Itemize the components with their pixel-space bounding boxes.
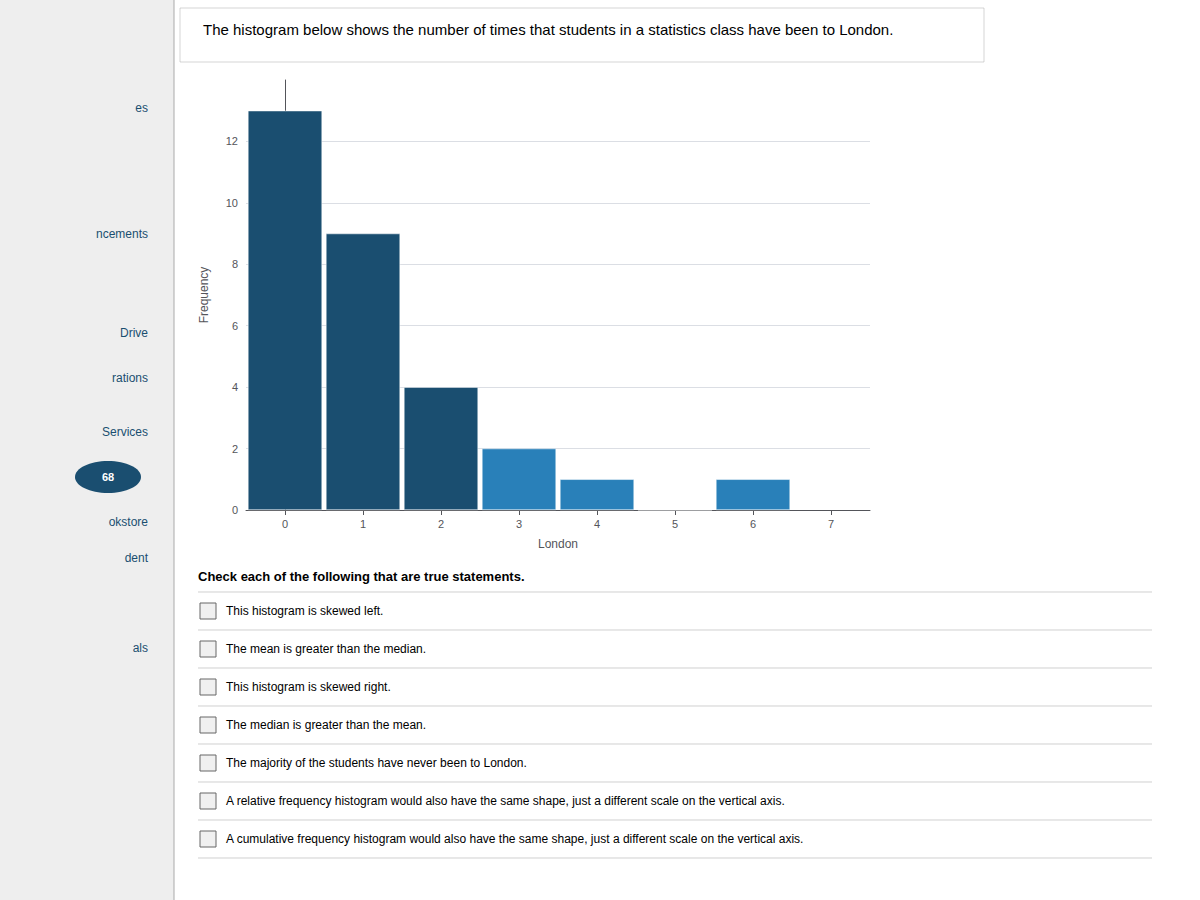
svg-text:12: 12 [226,135,238,147]
svg-text:3: 3 [516,518,522,530]
svg-text:Services: Services [102,425,148,439]
svg-text:7: 7 [828,518,834,530]
svg-text:0: 0 [282,518,288,530]
svg-text:Check each of the following th: Check each of the following that are tru… [198,569,525,584]
svg-text:6: 6 [232,320,238,332]
svg-text:0: 0 [232,504,238,516]
svg-text:1: 1 [360,518,366,530]
svg-text:A relative frequency histogram: A relative frequency histogram would als… [226,794,785,808]
svg-text:This histogram is skewed left.: This histogram is skewed left. [226,604,383,618]
svg-text:10: 10 [226,197,238,209]
svg-text:The histogram below shows the: The histogram below shows the number of … [203,21,893,38]
svg-text:A cumulative frequency histogr: A cumulative frequency histogram would a… [226,832,803,846]
svg-text:London: London [538,537,578,551]
svg-text:The majority of the students h: The majority of the students have never … [226,756,527,770]
svg-text:2: 2 [232,443,238,455]
svg-text:The median is greater than the: The median is greater than the mean. [226,718,426,732]
svg-text:6: 6 [750,518,756,530]
svg-text:dent: dent [125,551,149,565]
svg-text:8: 8 [232,258,238,270]
svg-text:68: 68 [102,471,114,483]
svg-text:Drive: Drive [120,326,148,340]
svg-text:als: als [133,641,148,655]
svg-text:5: 5 [672,518,678,530]
svg-text:rations: rations [112,371,148,385]
svg-text:Frequency: Frequency [197,267,211,324]
svg-text:This histogram is skewed right: This histogram is skewed right. [226,680,391,694]
svg-text:es: es [135,101,148,115]
svg-text:okstore: okstore [109,515,149,529]
svg-text:ncements: ncements [96,227,148,241]
svg-text:4: 4 [232,381,238,393]
svg-text:4: 4 [594,518,600,530]
svg-text:2: 2 [438,518,444,530]
svg-text:The mean is greater than the m: The mean is greater than the median. [226,642,426,656]
